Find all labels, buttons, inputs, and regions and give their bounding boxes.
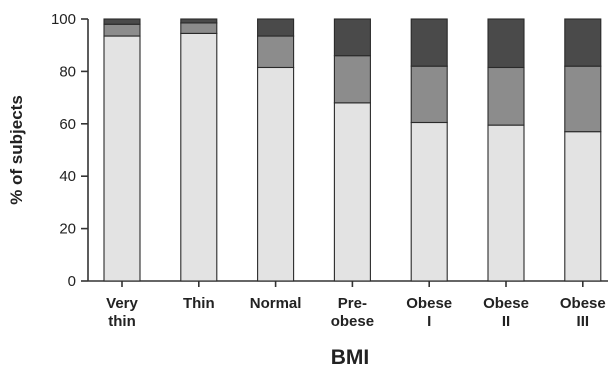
bar-segment: [333, 55, 371, 104]
bar-segment: [103, 35, 141, 282]
bar-segment: [487, 18, 525, 69]
x-category-label: I: [427, 313, 431, 330]
x-category-label: Very: [106, 295, 138, 312]
bar-segment: [333, 102, 371, 282]
bar-segment: [180, 18, 218, 24]
y-tick-label: 100: [51, 11, 76, 28]
bar-segment: [487, 66, 525, 126]
bar-segment: [564, 65, 602, 133]
y-tick-label: 20: [59, 221, 76, 238]
bar-segment: [487, 124, 525, 282]
bar-segment: [103, 18, 141, 25]
bar-segment: [333, 18, 371, 57]
x-category-label: II: [502, 313, 510, 330]
bar-segment: [564, 18, 602, 67]
y-tick-label: 80: [59, 63, 76, 80]
bar-segment: [257, 66, 295, 282]
y-tick-label: 40: [59, 168, 76, 185]
bar-segment: [410, 18, 448, 67]
bars: [103, 18, 602, 282]
x-category-label: Thin: [183, 295, 215, 312]
x-category-label: Obese: [483, 295, 529, 312]
x-category-label: obese: [331, 313, 374, 330]
bar-segment: [257, 35, 295, 69]
x-category-label: Pre-: [338, 295, 367, 312]
bar-segment: [410, 65, 448, 124]
bar-segment: [257, 18, 295, 37]
bar-segment: [180, 32, 218, 282]
x-category-label: III: [577, 313, 590, 330]
bar-segment: [410, 121, 448, 282]
x-category-label: thin: [108, 313, 136, 330]
bar-segment: [564, 131, 602, 282]
x-category-label: Obese: [406, 295, 452, 312]
x-category-label: Normal: [250, 295, 302, 312]
x-axis-title: BMI: [331, 346, 370, 369]
y-tick-label: 0: [68, 273, 76, 290]
bar-segment: [180, 22, 218, 34]
x-category-label: Obese: [560, 295, 606, 312]
y-axis-title: % of subjects: [7, 95, 26, 205]
bar-segment: [103, 23, 141, 37]
y-tick-label: 60: [59, 116, 76, 133]
